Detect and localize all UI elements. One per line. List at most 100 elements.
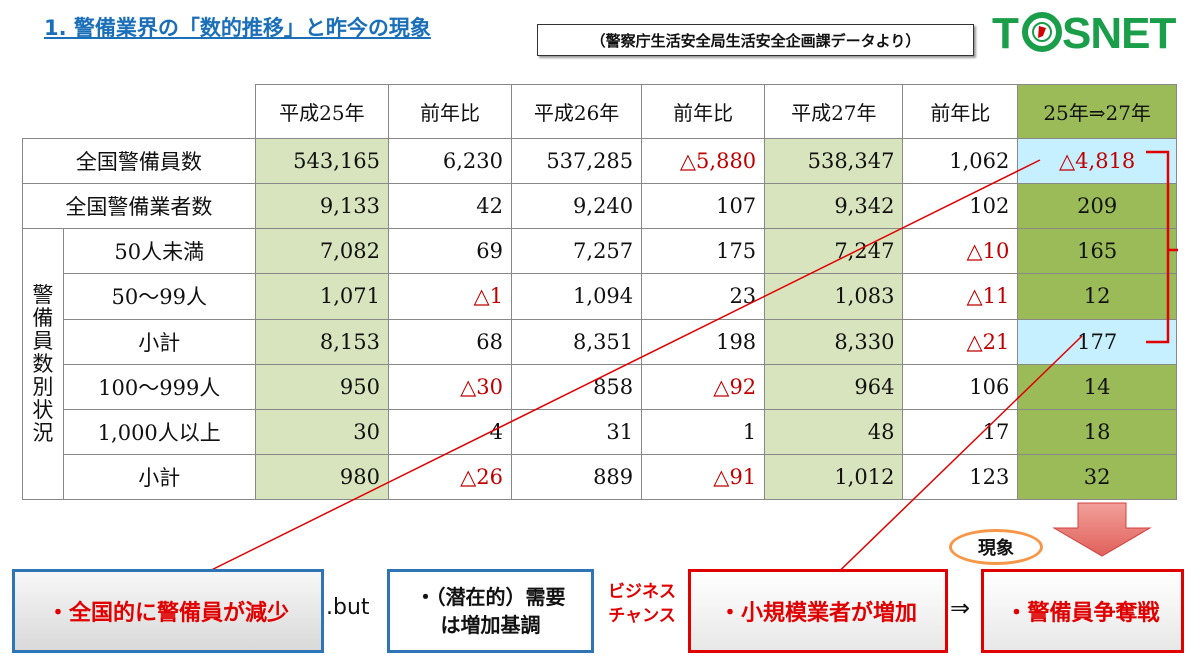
- security-stats-table: 平成25年 前年比 平成26年 前年比 平成27年 前年比 25年⇒27年 全国…: [22, 84, 1177, 501]
- table-cell: 1: [641, 408, 766, 455]
- table-cell: 7,247: [764, 228, 904, 275]
- callout-competition: ・警備員争奪戦: [981, 569, 1184, 653]
- header-row: 平成25年 前年比 平成26年 前年比 平成27年 前年比 25年⇒27年: [22, 84, 1177, 139]
- table-cell: 950: [254, 363, 390, 410]
- table-cell: 209: [1017, 183, 1177, 230]
- down-arrow-icon: [1052, 502, 1152, 557]
- table-cell: 7,257: [511, 228, 643, 275]
- table-cell: 538,347: [764, 137, 904, 185]
- svg-text:T: T: [992, 9, 1019, 54]
- table-row: 警備員数別状況 50人未満 7,082 69 7,257 175 7,247 △…: [22, 228, 1177, 500]
- table-cell: 68: [387, 318, 513, 365]
- then-arrow-icon: ⇒: [950, 594, 971, 622]
- callout-demand-line1: ・（潜在的）需要: [415, 585, 566, 609]
- table-cell: 1,062: [902, 137, 1019, 185]
- table-cell: 8,330: [764, 318, 904, 365]
- row-label: 全国警備業者数: [22, 183, 256, 230]
- col-header-yoy-1: 前年比: [387, 84, 513, 139]
- table-cell: 889: [511, 453, 643, 501]
- group-label: 警備員数別状況: [22, 228, 64, 500]
- table-cell: 964: [764, 363, 904, 410]
- table-cell: 177: [1017, 318, 1177, 365]
- row-label: 全国警備員数: [22, 137, 256, 185]
- table-cell: 858: [511, 363, 643, 410]
- table-cell: 543,165: [254, 137, 390, 185]
- table-cell: △26: [387, 453, 513, 501]
- table-cell: 537,285: [511, 137, 643, 185]
- row-label: 50〜99人: [62, 273, 256, 320]
- but-text: .but: [326, 595, 370, 620]
- row-label: 100〜999人: [62, 363, 256, 410]
- callout-demand: ・（潜在的）需要 は増加基調: [387, 569, 594, 653]
- table-row: 小計 980 △26 889 △91 1,012 123 32: [23, 453, 1177, 501]
- table-cell: △10: [902, 228, 1019, 275]
- svg-text:SNET: SNET: [1062, 9, 1176, 54]
- col-header-yoy-3: 前年比: [902, 84, 1019, 139]
- page-title: 1. 警備業界の「数的推移」と昨今の現象: [44, 16, 431, 40]
- table-cell: △4,818: [1017, 137, 1177, 185]
- business-chance-label: ビジネス チャンス: [597, 580, 687, 628]
- col-header-h27: 平成27年: [764, 84, 904, 139]
- table-cell: △5,880: [641, 137, 766, 185]
- table-cell: 8,351: [511, 318, 643, 365]
- table-cell: 9,342: [764, 183, 904, 230]
- table-cell: △92: [641, 363, 766, 410]
- group-label-text: 警備員数別状況: [32, 282, 54, 445]
- table-cell: 980: [254, 453, 390, 501]
- table-cell: △1: [387, 273, 513, 320]
- table-row: 50〜99人 1,071 △1 1,094 23 1,083 △11 12: [23, 273, 1177, 320]
- col-header-h26: 平成26年: [511, 84, 643, 139]
- col-header-h25: 平成25年: [254, 84, 390, 139]
- table-cell: 30: [254, 408, 390, 455]
- table-cell: 31: [511, 408, 643, 455]
- table-cell: 14: [1017, 363, 1177, 410]
- row-label: 1,000人以上: [62, 408, 256, 455]
- table-cell: 1,012: [764, 453, 904, 501]
- table-cell: 1,083: [764, 273, 904, 320]
- table-cell: 32: [1017, 453, 1177, 501]
- table-cell: △91: [641, 453, 766, 501]
- row-label: 50人未満: [62, 228, 256, 275]
- tosnet-logo: T SNET: [992, 9, 1177, 54]
- table-cell: 1,094: [511, 273, 643, 320]
- table-cell: △30: [387, 363, 513, 410]
- table-row: 小計 8,153 68 8,351 198 8,330 △21 177: [23, 318, 1177, 365]
- source-note: （警察庁生活安全局生活安全企画課データより）: [537, 24, 974, 56]
- table-cell: 42: [387, 183, 513, 230]
- table-cell: 12: [1017, 273, 1177, 320]
- table-cell: 106: [902, 363, 1019, 410]
- table-cell: △11: [902, 273, 1019, 320]
- business-line1: ビジネス: [608, 582, 676, 602]
- row-label: 小計: [62, 318, 256, 365]
- table-cell: 198: [641, 318, 766, 365]
- table-row: 全国警備業者数 9,133 42 9,240 107 9,342 102 209: [22, 183, 1177, 230]
- table-cell: 8,153: [254, 318, 390, 365]
- table-cell: 1,071: [254, 273, 390, 320]
- table-cell: 9,240: [511, 183, 643, 230]
- table-cell: △21: [902, 318, 1019, 365]
- header-corner: [22, 84, 256, 139]
- table-cell: 17: [902, 408, 1019, 455]
- table-cell: 123: [902, 453, 1019, 501]
- table-cell: 102: [902, 183, 1019, 230]
- table-cell: 107: [641, 183, 766, 230]
- callout-decrease: ・全国的に警備員が減少: [12, 569, 324, 653]
- table-cell: 7,082: [254, 228, 390, 275]
- table-row: 1,000人以上 30 4 31 1 48 17 18: [23, 408, 1177, 455]
- callout-demand-line2: は増加基調: [440, 613, 541, 637]
- callout-small-firms: ・小規模業者が増加: [688, 569, 948, 653]
- table-cell: 69: [387, 228, 513, 275]
- col-header-yoy-2: 前年比: [641, 84, 766, 139]
- table-cell: 18: [1017, 408, 1177, 455]
- table-cell: 6,230: [387, 137, 513, 185]
- row-label: 小計: [62, 453, 256, 501]
- table-cell: 165: [1017, 228, 1177, 275]
- table-cell: 9,133: [254, 183, 390, 230]
- business-line2: チャンス: [608, 606, 676, 626]
- table-row: 全国警備員数 543,165 6,230 537,285 △5,880 538,…: [22, 137, 1177, 185]
- phenomenon-badge: 現象: [949, 529, 1043, 565]
- table-cell: 48: [764, 408, 904, 455]
- table-cell: 23: [641, 273, 766, 320]
- table-cell: 4: [387, 408, 513, 455]
- col-header-change: 25年⇒27年: [1017, 84, 1177, 139]
